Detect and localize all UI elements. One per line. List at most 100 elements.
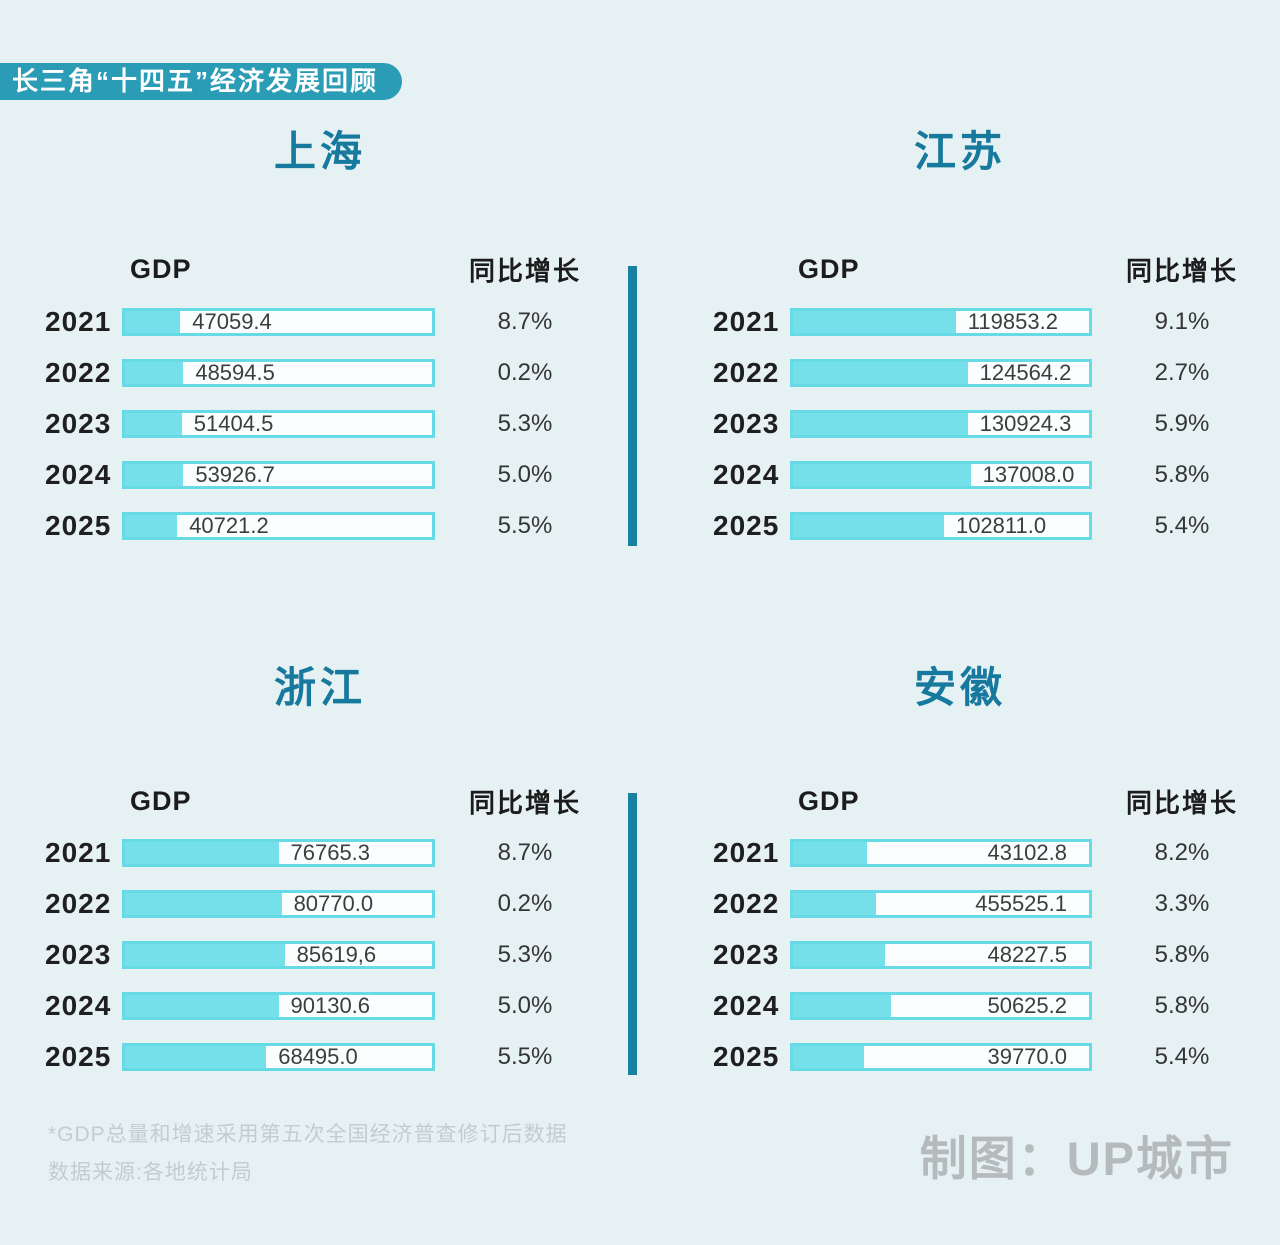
bar-fill — [125, 514, 178, 537]
bar-value: 43102.8 — [987, 839, 1067, 865]
gdp-bar: 76765.3 — [122, 838, 435, 867]
year-label: 2023 — [713, 938, 780, 970]
bar-value: 39770.0 — [987, 1043, 1067, 1069]
growth-value: 5.3% — [497, 409, 553, 437]
section-body: GDP 同比增长 2021 43102.8 8.2% 2022 — [640, 784, 1280, 1082]
region-title: 上海 — [273, 128, 366, 175]
gdp-bar: 50625.2 — [790, 991, 1092, 1020]
growth-value: 5.8% — [1154, 940, 1210, 968]
section-body: GDP 同比增长 2021 76765.3 8.7% 2022 — [0, 784, 640, 1082]
bar-value: 124564.2 — [979, 359, 1072, 385]
year-label: 2025 — [713, 1040, 780, 1072]
section-body: GDP 同比增长 2021 47059.4 8.7% 2022 — [0, 252, 640, 551]
rows: 2021 119853.2 9.1% 2022 124564.2 — [713, 296, 1280, 551]
gdp-bar: 90130.6 — [122, 991, 435, 1020]
year-label: 2024 — [45, 458, 112, 490]
bar-value: 40721.2 — [189, 512, 269, 538]
bar-fill — [793, 310, 956, 333]
bar-value: 50625.2 — [987, 992, 1067, 1018]
year-label: 2021 — [713, 305, 780, 337]
bar-fill — [793, 994, 891, 1017]
growth-value: 5.8% — [1154, 991, 1210, 1019]
rows: 2021 47059.4 8.7% 2022 48594.5 0 — [45, 296, 640, 551]
gdp-bar: 48594.5 — [122, 358, 435, 387]
bar-value: 137008.0 — [982, 461, 1075, 487]
growth-value: 3.3% — [1154, 889, 1210, 917]
growth-value: 0.2% — [497, 889, 553, 917]
region-title: 浙江 — [273, 664, 366, 711]
data-row: 2024 50625.2 5.8% — [713, 980, 1280, 1031]
gdp-bar: 85619,6 — [122, 940, 435, 969]
data-row: 2024 53926.7 5.0% — [45, 449, 640, 500]
bar-fill — [793, 463, 971, 486]
section-header: GDP 同比增长 — [713, 252, 1280, 286]
year-label: 2024 — [713, 989, 780, 1021]
section-jiangsu: 江苏 GDP 同比增长 2021 119853.2 9.1% — [640, 118, 1280, 551]
growth-value: 5.4% — [1154, 511, 1210, 539]
section-zhejiang: 浙江 GDP 同比增长 2021 76765.3 8.7% — [0, 645, 640, 1082]
growth-value: 5.5% — [497, 1042, 553, 1070]
year-label: 2025 — [45, 1040, 112, 1072]
region-title: 安徽 — [913, 664, 1006, 711]
bar-value: 68495.0 — [278, 1043, 358, 1069]
region-title: 江苏 — [913, 128, 1006, 175]
top-sections-row: 上海 GDP 同比增长 2021 47059.4 8.7% — [0, 118, 1280, 551]
bar-fill — [793, 412, 968, 435]
gdp-column-header: GDP — [798, 253, 860, 284]
data-row: 2022 80770.0 0.2% — [45, 878, 640, 929]
section-header: GDP 同比增长 — [45, 784, 640, 818]
gdp-bar: 137008.0 — [790, 460, 1092, 489]
year-label: 2023 — [45, 938, 112, 970]
section-anhui: 安徽 GDP 同比增长 2021 43102.8 8.2% — [640, 645, 1280, 1082]
growth-value: 9.1% — [1154, 307, 1210, 335]
year-label: 2023 — [713, 407, 780, 439]
year-label: 2025 — [713, 509, 780, 541]
bar-value: 53926.7 — [195, 461, 275, 487]
banner-title: 长三角“十四五”经济发展回顾 — [0, 63, 403, 100]
growth-value: 5.9% — [1154, 409, 1210, 437]
bar-fill — [125, 463, 184, 486]
year-label: 2024 — [713, 458, 780, 490]
gdp-column-header: GDP — [798, 785, 860, 816]
bar-fill — [793, 1045, 865, 1068]
gdp-bar: 68495.0 — [122, 1042, 435, 1071]
gdp-bar: 130924.3 — [790, 409, 1092, 438]
data-row: 2024 90130.6 5.0% — [45, 980, 640, 1031]
bar-value: 51404.5 — [193, 410, 274, 436]
growth-value: 5.0% — [497, 460, 553, 488]
data-row: 2021 119853.2 9.1% — [713, 296, 1280, 347]
bar-value: 455525.1 — [975, 890, 1067, 916]
data-row: 2025 40721.2 5.5% — [45, 500, 640, 551]
data-row: 2023 130924.3 5.9% — [713, 398, 1280, 449]
growth-column-header: 同比增长 — [1125, 787, 1238, 818]
growth-value: 5.5% — [497, 511, 553, 539]
year-label: 2022 — [713, 356, 780, 388]
bar-value: 80770.0 — [293, 890, 374, 916]
rows: 2021 43102.8 8.2% 2022 455525.1 — [713, 827, 1280, 1082]
data-row: 2022 48594.5 0.2% — [45, 347, 640, 398]
growth-value: 5.8% — [1154, 460, 1210, 488]
growth-value: 2.7% — [1154, 358, 1210, 386]
column-divider — [628, 266, 637, 546]
year-label: 2022 — [45, 356, 112, 388]
gdp-bar: 51404.5 — [122, 409, 435, 438]
data-row: 2023 85619,6 5.3% — [45, 929, 640, 980]
data-row: 2025 102811.0 5.4% — [713, 500, 1280, 551]
gdp-bar: 53926.7 — [122, 460, 435, 489]
section-body: GDP 同比增长 2021 119853.2 9.1% 2022 — [640, 252, 1280, 551]
bar-value: 85619,6 — [296, 941, 377, 967]
section-shanghai: 上海 GDP 同比增长 2021 47059.4 8.7% — [0, 118, 640, 551]
bar-fill — [125, 412, 182, 435]
data-row: 2025 68495.0 5.5% — [45, 1031, 640, 1082]
bar-fill — [125, 841, 279, 864]
growth-value: 8.2% — [1154, 838, 1210, 866]
bar-fill — [793, 514, 944, 537]
bar-fill — [125, 1045, 267, 1068]
growth-value: 5.3% — [497, 940, 553, 968]
gdp-bar: 102811.0 — [790, 511, 1092, 540]
data-row: 2021 47059.4 8.7% — [45, 296, 640, 347]
gdp-column-header: GDP — [130, 253, 192, 284]
bar-fill — [125, 994, 279, 1017]
gdp-bar: 48227.5 — [790, 940, 1092, 969]
